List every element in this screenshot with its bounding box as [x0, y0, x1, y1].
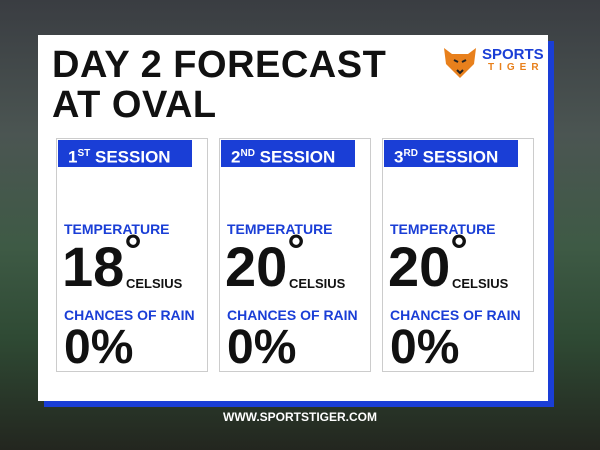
session-header: 2ND SESSION — [221, 140, 355, 167]
rain-value: 0% — [227, 321, 297, 374]
session-suffix: ST — [77, 148, 91, 159]
temperature-unit: CELSIUS — [452, 276, 509, 291]
temperature-label: TEMPERATURE — [227, 221, 333, 237]
temperature-value: 20° — [225, 226, 305, 299]
degree: ° — [287, 226, 305, 275]
logo-icon — [444, 48, 476, 78]
session-header: 1ST SESSION — [58, 140, 192, 167]
temperature-unit: CELSIUS — [289, 276, 346, 291]
rain-label: CHANCES OF RAIN — [390, 307, 521, 323]
session-label: SESSION — [259, 147, 336, 167]
session-box — [219, 138, 371, 372]
rain-value: 0% — [390, 321, 460, 374]
session-label: SESSION — [422, 147, 499, 167]
session-suffix: RD — [403, 148, 418, 159]
session-box — [382, 138, 534, 372]
degree: ° — [450, 226, 468, 275]
card — [38, 35, 548, 401]
temperature-label: TEMPERATURE — [390, 221, 496, 237]
degree: ° — [124, 226, 142, 275]
rain-label: CHANCES OF RAIN — [64, 307, 195, 323]
session-number: 2 — [231, 147, 241, 167]
temperature-value: 20° — [388, 226, 468, 299]
temperature-number: 18 — [62, 235, 125, 298]
session-label: SESSION — [94, 147, 171, 167]
temperature-value: 18° — [62, 226, 142, 299]
temperature-label: TEMPERATURE — [64, 221, 170, 237]
rain-value: 0% — [64, 321, 134, 374]
rain-label: CHANCES OF RAIN — [227, 307, 358, 323]
footer-url: WWW.SPORTSTIGER.COM — [223, 410, 377, 424]
title: DAY 2 FORECAST — [52, 44, 387, 86]
session-number: 1 — [68, 147, 78, 167]
session-number: 3 — [394, 147, 404, 167]
session-suffix: ND — [240, 148, 255, 159]
session-box — [56, 138, 208, 372]
temperature-number: 20 — [388, 235, 451, 298]
temperature-unit: CELSIUS — [126, 276, 183, 291]
temperature-number: 20 — [225, 235, 288, 298]
logo-text: SPORTS — [482, 46, 544, 63]
title: AT OVAL — [52, 84, 217, 126]
session-header: 3RD SESSION — [384, 140, 518, 167]
logo-text: TIGER — [488, 62, 544, 73]
